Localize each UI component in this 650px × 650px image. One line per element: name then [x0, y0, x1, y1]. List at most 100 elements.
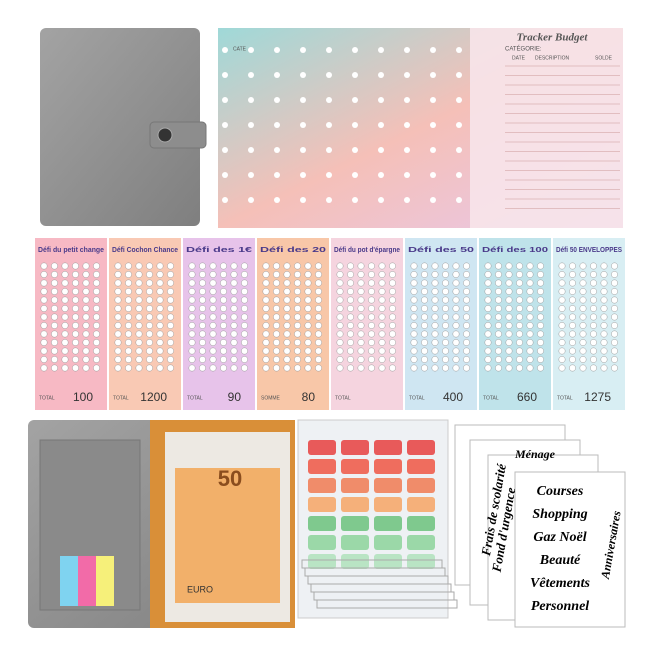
label-tab: [341, 459, 369, 474]
cell: [72, 288, 79, 295]
cell: [262, 313, 270, 321]
cell: [199, 279, 206, 287]
cell: [368, 305, 375, 312]
cell: [241, 339, 248, 346]
cell: [600, 271, 608, 278]
cell: [146, 271, 153, 278]
cell: [495, 364, 502, 372]
cell: [241, 356, 248, 363]
cell: [273, 279, 280, 287]
label-tab: [407, 478, 435, 493]
card-title: Défi des 100: [482, 247, 548, 254]
cell: [463, 339, 470, 346]
cell: [442, 288, 449, 295]
cell: [230, 296, 238, 304]
cell: [241, 313, 248, 321]
cell: [283, 313, 291, 321]
hole: [430, 97, 436, 103]
cell: [516, 313, 523, 321]
cell: [114, 339, 122, 346]
cell: [389, 364, 396, 372]
cell: [114, 313, 122, 321]
cell: [40, 322, 48, 329]
cell: [167, 330, 174, 338]
cell: [579, 305, 587, 312]
cell: [188, 296, 196, 304]
cell: [590, 271, 597, 278]
cell: [283, 330, 291, 338]
hole: [456, 172, 462, 178]
cell: [125, 347, 132, 355]
cell: [516, 339, 523, 346]
cell: [569, 330, 576, 338]
cell: [241, 288, 248, 295]
cell: [421, 271, 428, 278]
cell: [569, 271, 576, 278]
cell: [93, 262, 100, 270]
cell: [146, 322, 153, 329]
cell: [167, 313, 174, 321]
cell: [579, 356, 587, 363]
cell: [516, 330, 523, 338]
cell: [199, 271, 206, 278]
cell: [537, 305, 544, 312]
cell: [600, 296, 608, 304]
cell: [72, 279, 79, 287]
cell: [61, 262, 69, 270]
cell: [600, 288, 608, 295]
cell: [72, 322, 79, 329]
cell: [146, 305, 153, 312]
cell: [93, 339, 100, 346]
cell: [294, 356, 301, 363]
cell: [125, 271, 132, 278]
cell: [463, 364, 470, 372]
label-tab: [374, 554, 402, 569]
cell: [611, 339, 618, 346]
cell: [569, 262, 576, 270]
hole: [300, 97, 306, 103]
cell: [304, 279, 312, 287]
cell: [135, 305, 143, 312]
cell: [495, 296, 502, 304]
cell: [315, 347, 322, 355]
cell: [156, 347, 164, 355]
cell: [167, 364, 174, 372]
cell: [283, 339, 291, 346]
cell: [114, 347, 122, 355]
cell: [230, 356, 238, 363]
cell: [209, 322, 217, 329]
cell: [51, 279, 58, 287]
hole: [300, 47, 306, 53]
cell: [230, 288, 238, 295]
cell: [209, 262, 217, 270]
hole: [456, 47, 462, 53]
cell: [526, 322, 534, 329]
cell: [93, 279, 100, 287]
cell: [51, 313, 58, 321]
cell: [82, 313, 90, 321]
hole: [274, 47, 280, 53]
cell: [156, 364, 164, 372]
cell: [262, 288, 270, 295]
cell: [167, 296, 174, 304]
cell: [526, 347, 534, 355]
cell: [431, 313, 439, 321]
cell: [463, 313, 470, 321]
cell: [590, 313, 597, 321]
cell: [262, 322, 270, 329]
cell: [347, 313, 354, 321]
cell: [294, 313, 301, 321]
cell: [336, 271, 344, 278]
tracker-title: Tracker Budget: [517, 32, 589, 44]
cell: [304, 288, 312, 295]
cell: [262, 279, 270, 287]
cell: [347, 296, 354, 304]
cell: [463, 271, 470, 278]
cell: [315, 330, 322, 338]
card-title: Défi des 1€: [186, 247, 252, 254]
label-tab: [374, 516, 402, 531]
cell: [558, 322, 566, 329]
cell: [283, 305, 291, 312]
label-tab: [308, 459, 336, 474]
cell: [558, 271, 566, 278]
